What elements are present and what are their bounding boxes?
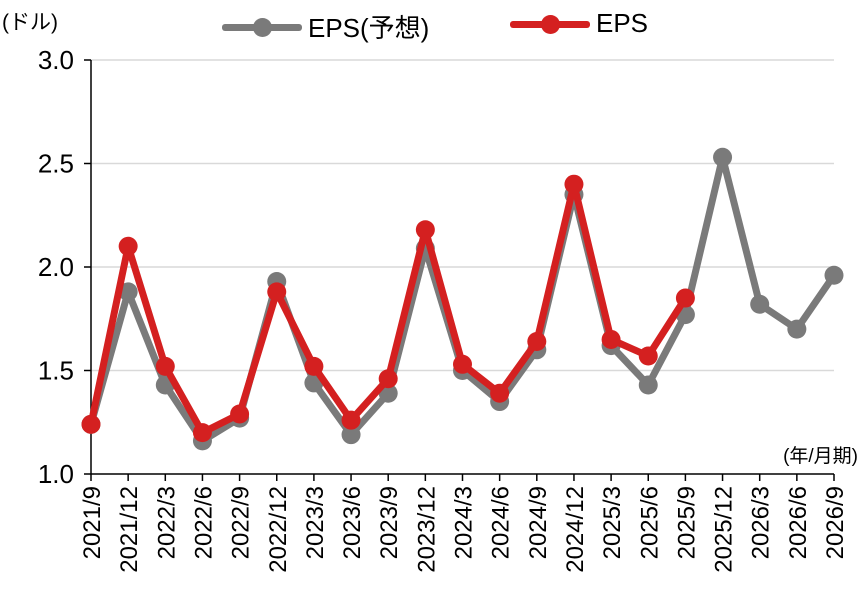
y-unit-label: (ドル) <box>2 11 58 34</box>
series <box>81 147 844 451</box>
data-point-forecast <box>118 282 138 302</box>
data-point-actual <box>192 423 212 443</box>
x-tick-label: 2024/3 <box>451 486 478 559</box>
data-point-actual <box>490 383 510 403</box>
x-tick-label: 2025/6 <box>636 486 663 559</box>
legend-label-actual: EPS <box>596 8 649 38</box>
data-point-actual <box>118 236 138 256</box>
data-point-actual <box>415 220 435 240</box>
data-point-forecast <box>750 294 770 314</box>
x-tick-label: 2023/6 <box>339 486 366 559</box>
data-point-actual <box>81 414 101 434</box>
data-point-actual <box>267 282 287 302</box>
x-tick-label: 2026/6 <box>785 486 812 559</box>
data-point-actual <box>304 356 324 376</box>
legend-swatch-forecast <box>222 13 302 41</box>
x-tick-label: 2025/9 <box>673 486 700 559</box>
x-tick-label: 2022/3 <box>153 486 180 559</box>
x-tick-label: 2024/12 <box>562 486 589 573</box>
x-tick-label: 2024/9 <box>525 486 552 559</box>
legend-item-actual: EPS <box>510 8 648 39</box>
x-tick-label: 2022/6 <box>190 486 217 559</box>
data-point-actual <box>230 404 250 424</box>
x-tick-label: 2022/9 <box>228 486 255 559</box>
y-tick-labels: 1.0 1.5 2.0 2.5 3.0 <box>38 45 74 489</box>
data-point-actual <box>453 354 472 374</box>
x-tick-label: 2023/3 <box>302 486 329 559</box>
data-point-forecast <box>713 147 733 167</box>
data-point-actual <box>675 288 695 308</box>
x-tick-label: 2026/9 <box>822 486 849 559</box>
grid-lines <box>91 59 834 372</box>
data-point-actual <box>341 410 361 430</box>
data-point-actual <box>638 346 658 366</box>
series-line-forecast <box>87 153 838 445</box>
axes <box>84 59 835 481</box>
data-point-actual <box>155 356 175 376</box>
y-tick-label: 1.0 <box>38 459 74 489</box>
data-point-forecast <box>787 319 807 339</box>
x-tick-label: 2021/12 <box>116 486 143 573</box>
x-tick-label: 2024/6 <box>488 486 515 559</box>
data-point-actual <box>527 332 547 352</box>
y-tick-label: 2.0 <box>38 252 74 282</box>
data-point-actual <box>378 369 398 389</box>
y-tick-label: 3.0 <box>38 45 74 75</box>
x-tick-label: 2025/12 <box>711 486 738 573</box>
x-tick-label: 2023/9 <box>376 486 403 559</box>
y-tick-label: 2.5 <box>38 149 74 179</box>
legend-item-forecast: EPS(予想) <box>222 8 429 45</box>
data-point-forecast <box>341 425 361 445</box>
x-tick-label: 2022/12 <box>265 486 292 573</box>
data-point-actual <box>564 174 584 194</box>
x-tick-label: 2026/3 <box>748 486 775 559</box>
legend-swatch-actual <box>510 10 590 38</box>
data-point-forecast <box>824 265 844 285</box>
x-tick-labels: 2021/9 2021/12 2022/3 2022/6 2022/9 2022/12 20… <box>79 486 849 573</box>
x-tick-label: 2025/3 <box>599 486 626 559</box>
legend-label-forecast: EPS(予想) <box>308 13 430 43</box>
y-tick-label: 1.5 <box>38 356 74 386</box>
x-tick-label: 2021/9 <box>79 486 106 559</box>
data-point-actual <box>601 329 621 349</box>
x-period-label: (年/月期) <box>783 446 858 467</box>
data-point-forecast <box>638 375 658 395</box>
x-tick-label: 2023/12 <box>413 486 440 573</box>
